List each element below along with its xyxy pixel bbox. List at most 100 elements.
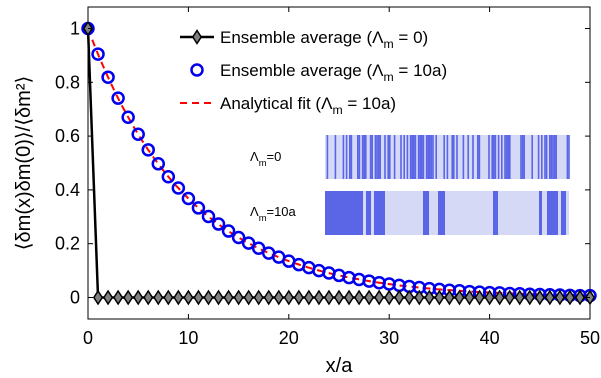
inset-strip-correlated	[325, 191, 569, 235]
legend: Ensemble average (Λm = 0) Ensemble averag…	[180, 28, 447, 117]
series-lambda10-point	[131, 127, 145, 141]
series-lambda10-point	[91, 47, 105, 61]
inset-stripe	[549, 135, 551, 179]
series-lambda0-point	[253, 289, 264, 306]
inset-label-uncorrelated: Λm=0	[250, 149, 281, 168]
inset-stripe	[350, 135, 353, 179]
series-lambda0-point	[484, 289, 495, 306]
inset-stripe	[545, 135, 548, 179]
x-tick-label: 40	[480, 328, 500, 348]
series-lambda0-point	[464, 289, 475, 306]
inset-stripe	[357, 135, 359, 179]
inset-stripe	[421, 135, 423, 179]
inset-block	[547, 191, 558, 235]
inset-stripe	[358, 135, 361, 179]
inset-block	[561, 191, 566, 235]
inset-stripe	[509, 135, 511, 179]
series-lambda10-point	[201, 209, 216, 224]
series-lambda0-point	[474, 289, 485, 306]
inset: Λm=0 Λm=10a	[250, 135, 570, 235]
series-lambda0-point	[233, 289, 244, 306]
series-lambda10-point	[141, 143, 155, 157]
inset-stripe	[377, 135, 380, 179]
series-lambda0-point	[143, 289, 154, 306]
legend-swatch-diamond	[191, 29, 203, 45]
legend-entry-fit: Analytical fit (Λm = 10a)	[220, 94, 396, 117]
inset-stripe	[467, 135, 469, 179]
inset-stripe	[491, 135, 493, 179]
inset-stripe	[553, 135, 556, 179]
inset-stripe	[411, 135, 413, 179]
series-lambda0-point	[113, 289, 124, 306]
inset-stripe	[523, 135, 525, 179]
series-lambda0-point	[223, 289, 234, 306]
inset-stripe	[422, 135, 425, 179]
series-lambda0-point	[273, 289, 284, 306]
inset-stripe	[369, 135, 372, 179]
series-lambda0-point	[524, 289, 535, 306]
inset-stripe	[507, 135, 509, 179]
x-tick-label: 0	[83, 328, 93, 348]
inset-stripe	[462, 135, 465, 179]
series-lambda10-point	[181, 191, 196, 206]
series-lambda0-point	[173, 289, 184, 306]
inset-stripe	[387, 135, 389, 179]
inset-stripe	[435, 135, 437, 179]
inset-stripe	[365, 135, 367, 179]
series-lambda0-point	[504, 289, 515, 306]
inset-block	[493, 191, 498, 235]
inset-stripe	[531, 135, 533, 179]
inset-stripe	[552, 135, 554, 179]
inset-stripe	[379, 135, 381, 179]
inset-stripe	[371, 135, 373, 179]
legend-entry-lambda0: Ensemble average (Λm = 0)	[220, 28, 428, 51]
x-tick-label: 20	[279, 328, 299, 348]
inset-stripe	[453, 135, 455, 179]
series-lambda0-point	[444, 289, 455, 306]
inset-stripe	[443, 135, 445, 179]
inset-stripe	[488, 135, 490, 179]
inset-stripe	[400, 135, 402, 179]
series-lambda0-point	[92, 289, 104, 306]
inset-stripe	[520, 135, 522, 179]
series-lambda10-point	[241, 236, 256, 250]
series-lambda10-point	[111, 91, 125, 105]
series-layer	[81, 20, 597, 306]
inset-stripe	[384, 135, 386, 179]
series-lambda0-point	[333, 289, 345, 306]
series-lambda0-point	[364, 289, 375, 306]
inset-block	[423, 191, 429, 235]
inset-stripe	[493, 135, 495, 179]
y-tick-label: 1	[70, 19, 80, 39]
inset-block	[366, 191, 371, 235]
inset-stripe	[456, 135, 458, 179]
series-lambda10-point	[171, 181, 186, 195]
inset-stripe	[521, 135, 524, 179]
x-axis-label: x/a	[326, 355, 354, 377]
inset-stripe	[472, 135, 474, 179]
series-lambda0-point	[303, 289, 314, 306]
axis-ticks: 0 10 20 30 40 50 0 0.2 0.4 0.6 0.8 1	[55, 7, 600, 348]
series-lambda0-point	[123, 289, 134, 306]
inset-stripe	[413, 135, 415, 179]
series-lambda0-point	[193, 289, 204, 306]
inset-stripe	[393, 135, 396, 179]
y-tick-label: 0.2	[55, 234, 80, 254]
inset-stripe	[363, 135, 365, 179]
series-lambda0-point	[404, 289, 415, 306]
inset-block	[374, 191, 385, 235]
inset-stripe	[419, 135, 421, 179]
series-lambda10-point	[151, 157, 166, 171]
x-tick-label: 10	[178, 328, 198, 348]
series-lambda0-point	[353, 289, 365, 306]
series-lambda10-point	[211, 217, 226, 231]
series-lambda0-point	[213, 289, 224, 306]
inset-stripe	[477, 135, 479, 179]
inset-stripe	[427, 135, 429, 179]
inset-stripe	[446, 135, 449, 179]
inset-stripe	[544, 135, 546, 179]
inset-stripe	[504, 135, 506, 179]
series-lambda0-point	[454, 289, 465, 306]
inset-stripe	[541, 135, 543, 179]
series-lambda10-point	[161, 169, 176, 184]
